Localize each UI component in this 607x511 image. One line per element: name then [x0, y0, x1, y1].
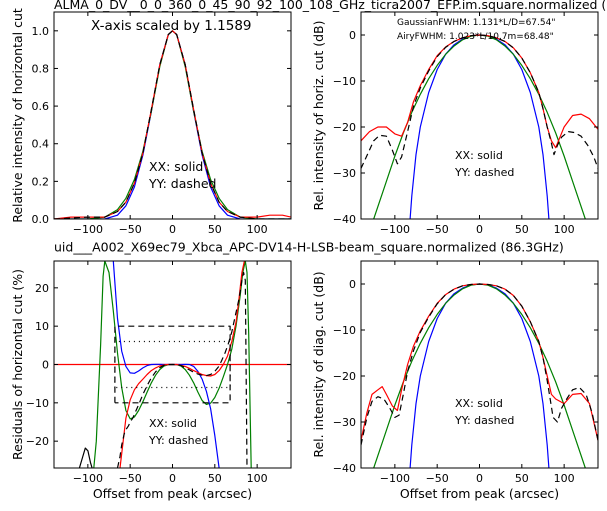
y-tick-label: −40: [333, 462, 356, 475]
series-group: [361, 283, 598, 468]
y-tick-label: −40: [333, 213, 356, 226]
chart-panel-tl: −100 −50 0 50 100 0.0 0.2 0.4 0.6 0.8 1.0 Relative …: [10, 8, 292, 236]
series-group: [54, 261, 291, 468]
scale-annotation: X-axis scaled by 1.1589: [91, 18, 252, 34]
top-title: ALMA_0_DV__0_0_360_0_45_90_92_100_108_GH…: [54, 0, 606, 12]
series-line-5: [116, 271, 248, 468]
y-tick-label: 0: [349, 278, 356, 291]
legend-text: YY: dashed: [148, 176, 216, 191]
y-tick-label: −30: [333, 416, 356, 429]
y-tick-label: 0.4: [32, 138, 50, 151]
series-line-7: [114, 340, 231, 389]
y-tick-label: 0: [42, 359, 49, 372]
x-tick-label: 100: [247, 223, 268, 236]
y-tick-label: 0.6: [32, 100, 50, 113]
plot-frame: [360, 11, 599, 220]
y-tick-label: 20: [35, 282, 49, 295]
y-tick-label: 1.0: [32, 25, 50, 38]
legend-text: YY: dashed: [148, 434, 208, 447]
legend-text: YY: dashed: [454, 166, 514, 179]
series-line-2: [361, 34, 598, 149]
x-tick-label: 0: [476, 472, 483, 485]
y-tick-label: −10: [26, 397, 49, 410]
y-tick-label: −10: [333, 324, 356, 337]
y-tick-label: 0: [349, 29, 356, 42]
y-axis-label: Rel. intensity of horiz. cut (dB): [311, 20, 326, 210]
y-tick-label: 0.8: [32, 62, 50, 75]
x-tick-label: −100: [380, 472, 410, 485]
middle-title: uid___A002_X69ec79_Xbca_APC-DV14-H-LSB-b…: [54, 240, 564, 255]
series-group: [54, 30, 291, 219]
x-tick-label: 100: [554, 223, 575, 236]
legend-text: XX: solid: [455, 149, 503, 162]
x-tick-label: 100: [247, 472, 268, 485]
y-tick-label: 0.2: [32, 175, 50, 188]
x-axis-label: Offset from peak (arcsec): [400, 486, 559, 501]
x-tick-label: 50: [208, 472, 222, 485]
legend-text: XX: solid: [455, 397, 503, 410]
y-axis-label: Relative intensity of horizontal cut: [10, 8, 25, 223]
series-line-4: [78, 447, 93, 468]
legend-text: XX: solid: [149, 159, 203, 174]
x-tick-label: 0: [169, 472, 176, 485]
x-tick-label: 50: [208, 223, 222, 236]
fwhm-label: AiryFWHM: 1.023*L/10.7m=68.48": [397, 32, 554, 42]
x-tick-label: 50: [515, 223, 529, 236]
y-tick-label: 0.0: [32, 213, 50, 226]
x-tick-label: −50: [426, 223, 449, 236]
y-tick-label: −20: [333, 370, 356, 383]
y-tick-label: −20: [333, 121, 356, 134]
x-tick-label: 0: [169, 223, 176, 236]
y-tick-label: −10: [333, 75, 356, 88]
x-tick-label: −50: [119, 472, 142, 485]
fwhm-label: GaussianFWHM: 1.131*L/D=67.54": [397, 18, 555, 28]
y-tick-label: −20: [26, 435, 49, 448]
x-tick-label: −50: [426, 472, 449, 485]
x-axis-label: Offset from peak (arcsec): [93, 486, 252, 501]
series-group: [361, 34, 598, 219]
x-tick-label: 50: [515, 472, 529, 485]
x-tick-label: −100: [73, 223, 103, 236]
x-tick-label: 100: [554, 472, 575, 485]
x-tick-label: 0: [476, 223, 483, 236]
series-line-3: [361, 283, 598, 446]
legend-text: YY: dashed: [454, 414, 514, 427]
series-line-0: [409, 34, 550, 219]
x-tick-label: −50: [119, 223, 142, 236]
x-tick-label: −100: [380, 223, 410, 236]
plot-frame: [360, 260, 599, 469]
y-tick-label: 10: [35, 320, 49, 333]
y-axis-label: Rel. intensity of diag. cut (dB): [311, 271, 326, 457]
series-line-3: [54, 30, 291, 219]
plots-layer: −100 −50 0 50 1000.00.20.40.60.81.0Relative …: [10, 8, 599, 501]
x-tick-label: −100: [73, 472, 103, 485]
series-line-3: [361, 34, 598, 169]
legend-text: XX: solid: [149, 417, 197, 430]
y-tick-label: −30: [333, 167, 356, 180]
y-axis-label: Residuals of horizontal cut (%): [10, 269, 25, 460]
series-line-0: [409, 283, 550, 468]
